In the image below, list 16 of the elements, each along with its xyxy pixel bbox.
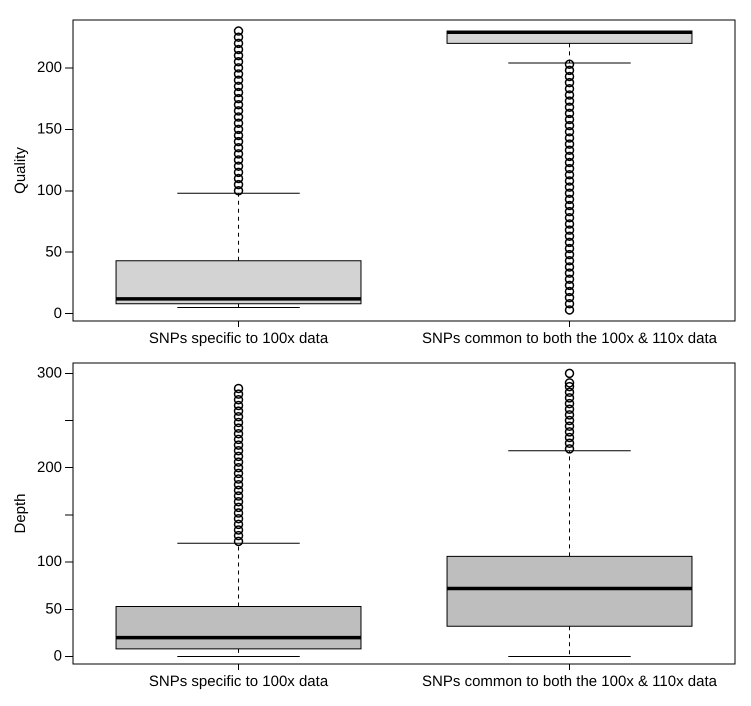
y-tick-label: 200: [36, 59, 62, 76]
y-tick-label: 100: [36, 182, 62, 199]
y-tick-label: 0: [54, 648, 62, 665]
x-tick-label: SNPs specific to 100x data: [148, 330, 329, 348]
y-tick-label: 50: [45, 600, 62, 618]
y-axis-title: Depth: [12, 493, 30, 534]
y-tick-label: 200: [36, 458, 62, 476]
x-tick-label: SNPs specific to 100x data: [148, 673, 329, 690]
x-tick-label: SNPs common to both the 100x & 110x data: [422, 330, 718, 348]
y-tick-label: 0: [54, 304, 62, 322]
y-tick-label: 50: [45, 243, 62, 260]
y-tick-label: 100: [36, 553, 62, 570]
y-axis-title: Quality: [12, 146, 30, 194]
y-tick-label: 150: [36, 120, 62, 138]
y-tick-label: 300: [36, 364, 62, 382]
x-tick-label: SNPs common to both the 100x & 110x data: [422, 673, 718, 690]
